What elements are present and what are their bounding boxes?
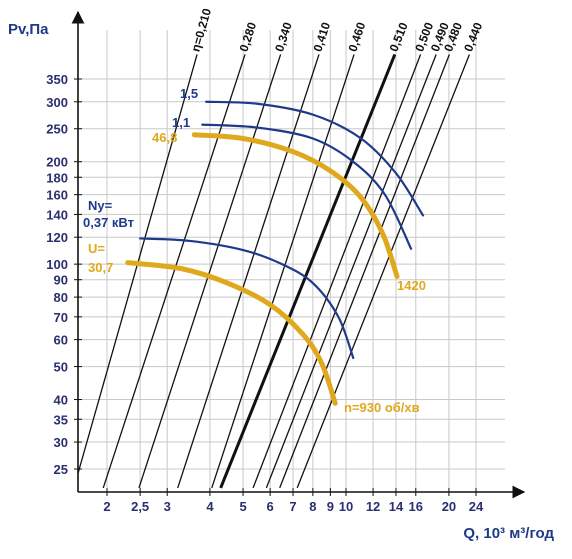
y-tick-label: 100: [46, 257, 68, 272]
voltage-label-46-8: 46,8: [152, 130, 177, 145]
performance-curves: [125, 100, 425, 406]
x-tick-label: 8: [309, 499, 316, 514]
power-label-1-5: 1,5: [180, 86, 198, 101]
annotations: 1,5 1,146,8 Ny= 0,37 кВт U= 30,7 1420 n=930 об/…: [83, 86, 426, 415]
u-label: U=: [88, 241, 105, 256]
y-tick-label: 90: [54, 273, 68, 288]
power-curve: [201, 123, 413, 250]
y-tick-label: 70: [54, 310, 68, 325]
efficiency-label: 0,340: [272, 20, 295, 53]
efficiency-line: [177, 54, 320, 489]
y-tick-label: 120: [46, 230, 68, 245]
x-tick-label: 3: [164, 499, 171, 514]
y-tick-label: 160: [46, 188, 68, 203]
x-tick-label: 6: [267, 499, 274, 514]
ny-label: Ny=: [88, 198, 113, 213]
x-tick-label: 24: [469, 499, 484, 514]
efficiency-line: [219, 53, 397, 489]
x-tick-label: 10: [339, 499, 353, 514]
x-tick-label: 20: [442, 499, 456, 514]
y-tick-label: 50: [54, 360, 68, 375]
efficiency-label: 0,460: [346, 20, 369, 53]
x-tick-label: 2,5: [131, 499, 149, 514]
y-tick-label: 40: [54, 393, 68, 408]
y-axis-title: Pv,Па: [8, 21, 49, 38]
y-tick-label: 350: [46, 72, 68, 87]
tick-labels: 2 2,5 3 4 5 6 7 8 9 10 12 14 16 20 24 25 30 35 40 50 60 70 80 9…: [46, 72, 484, 514]
y-tick-label: 80: [54, 290, 68, 305]
power-curve: [139, 237, 355, 360]
efficiency-labels: η=0,210 0,280 0,340 0,410 0,460 0,510 0,5000,4…: [188, 6, 485, 53]
power-label-1-1: 1,1: [172, 115, 190, 130]
speed-label-930: n=930 об/хв: [344, 400, 420, 415]
efficiency-label: 0,280: [237, 20, 260, 53]
y-tick-label: 35: [54, 412, 68, 427]
efficiency-label: 0,440: [461, 20, 485, 53]
efficiency-line: [252, 54, 422, 489]
voltage-curve: [125, 260, 338, 406]
y-tick-label: 250: [46, 122, 68, 137]
efficiency-label: 0,410: [311, 20, 334, 53]
y-tick-label: 140: [46, 207, 68, 222]
x-tick-label: 4: [206, 499, 214, 514]
efficiency-line: [78, 54, 198, 476]
efficiency-line: [265, 54, 437, 489]
voltage-curve: [191, 132, 400, 279]
x-tick-label: 2: [103, 499, 110, 514]
y-tick-label: 25: [54, 462, 68, 477]
ny-value-label: 0,37 кВт: [83, 215, 134, 230]
grid: [78, 30, 505, 492]
y-tick-label: 60: [54, 333, 68, 348]
y-tick-label: 200: [46, 155, 68, 170]
efficiency-lines: [78, 53, 471, 489]
efficiency-line: [211, 54, 355, 489]
x-tick-label: 16: [409, 499, 423, 514]
power-curve: [205, 100, 425, 217]
voltage-label-30-7: 30,7: [88, 260, 113, 275]
y-tick-label: 300: [46, 95, 68, 110]
x-tick-label: 14: [389, 499, 404, 514]
y-tick-label: 30: [54, 435, 68, 450]
efficiency-label: 0,510: [387, 20, 411, 53]
efficiency-line: [102, 54, 246, 489]
x-tick-label: 12: [366, 499, 380, 514]
x-tick-label: 9: [327, 499, 334, 514]
x-tick-label: 5: [239, 499, 246, 514]
efficiency-line: [279, 54, 450, 489]
x-axis-title: Q, 10³ м³/год: [463, 525, 554, 542]
x-tick-label: 7: [289, 499, 296, 514]
efficiency-line: [296, 54, 471, 489]
y-tick-label: 180: [46, 170, 68, 185]
speed-label-1420: 1420: [397, 278, 426, 293]
axes: [71, 10, 526, 499]
